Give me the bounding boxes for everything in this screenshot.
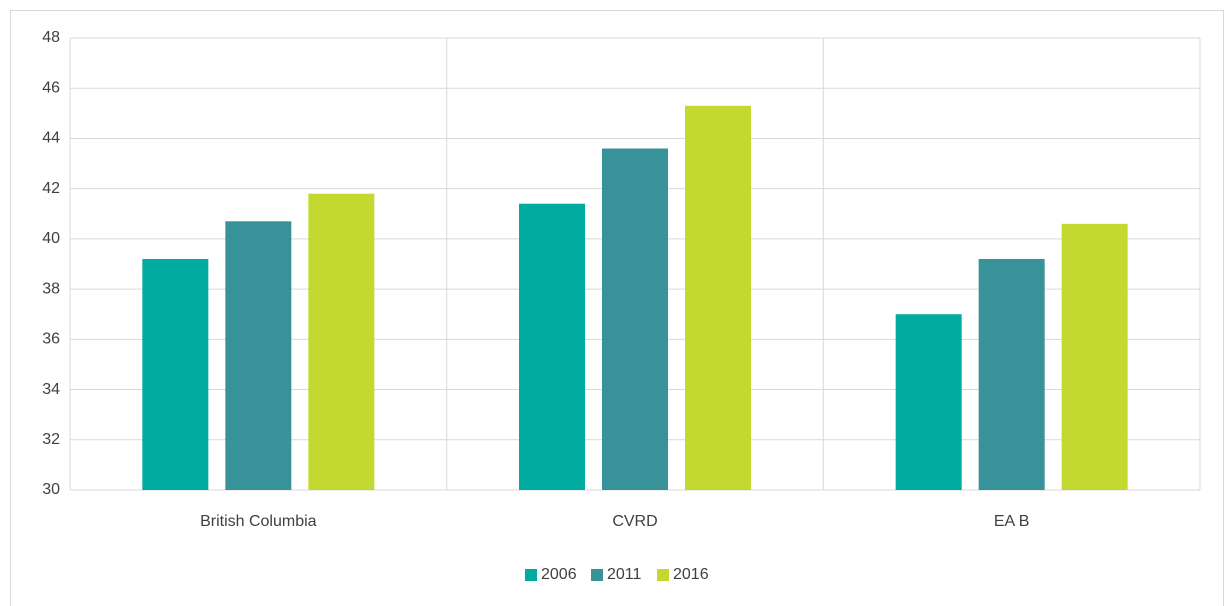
legend-label: 2011 (607, 566, 642, 583)
bar (519, 203, 585, 490)
legend-swatch (525, 569, 537, 581)
bar (308, 193, 375, 490)
y-tick-label: 42 (42, 180, 60, 197)
x-tick-label: CVRD (612, 513, 657, 530)
y-tick-label: 40 (42, 230, 60, 247)
bar (225, 221, 292, 491)
y-tick-label: 38 (42, 280, 60, 297)
x-tick-label: EA B (994, 513, 1030, 530)
y-tick-label: 48 (42, 29, 60, 46)
legend-swatch (591, 569, 603, 581)
y-tick-label: 44 (42, 130, 60, 147)
bar (602, 148, 668, 490)
legend-swatch (657, 569, 669, 581)
bar (1061, 223, 1128, 491)
y-tick-label: 34 (42, 381, 60, 398)
x-tick-label: British Columbia (200, 513, 317, 530)
bar (685, 105, 751, 491)
y-tick-label: 32 (42, 431, 60, 448)
legend-label: 2016 (673, 566, 709, 583)
legend-label: 2006 (541, 566, 577, 583)
y-tick-label: 36 (42, 331, 60, 348)
y-tick-label: 46 (42, 79, 60, 96)
y-tick-label: 30 (42, 481, 60, 498)
bar (142, 258, 209, 490)
bar (895, 314, 962, 490)
bar (978, 258, 1045, 490)
